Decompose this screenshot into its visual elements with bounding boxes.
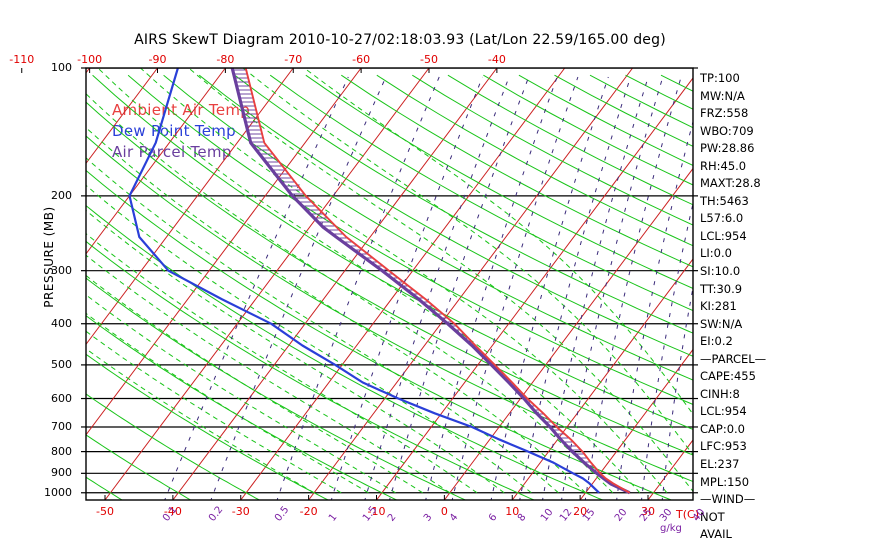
- isotherm-top-label--60: -60: [352, 53, 371, 66]
- temp-bottom-label-30: 30: [641, 505, 655, 518]
- legend-item-dewpoint: Dew Point Temp: [112, 122, 237, 140]
- isotherm-top-label--80: -80: [216, 53, 235, 66]
- isotherm-top-label--50: -50: [420, 53, 438, 66]
- pressure-tick-100: 100: [51, 61, 72, 74]
- temp-bottom-label-20: 20: [573, 505, 588, 518]
- pressure-tick-200: 200: [51, 188, 72, 202]
- pressure-tick-300: 300: [51, 263, 72, 277]
- index-row-19: LCL:954: [700, 404, 747, 419]
- index-row-23: MPL:150: [700, 474, 750, 489]
- index-row-16: —PARCEL—: [700, 351, 767, 366]
- index-row-21: LFC:953: [700, 439, 747, 454]
- index-row-1: MW:N/A: [700, 88, 745, 103]
- temp-bottom-label--10: -10: [367, 505, 386, 518]
- pressure-tick-500: 500: [51, 357, 72, 371]
- index-row-0: TP:100: [700, 71, 740, 85]
- index-row-26: AVAIL: [700, 527, 732, 542]
- index-row-5: RH:45.0: [700, 158, 747, 173]
- index-row-11: SI:10.0: [700, 264, 741, 279]
- data-curves-layer: [128, 68, 631, 495]
- axis-ticks: [21, 67, 698, 500]
- pressure-tick-900: 900: [51, 466, 72, 480]
- x-axis-label-temperature: T(C): [676, 508, 699, 521]
- index-row-4: PW:28.86: [700, 141, 755, 156]
- index-row-25: NOT: [700, 509, 725, 524]
- dewpoint-curve: [128, 68, 600, 494]
- page-title: AIRS SkewT Diagram 2010-10-27/02:18:03.9…: [134, 32, 666, 48]
- pressure-tick-400: 400: [51, 316, 72, 330]
- indices-panel: TP:100 MW:N/A FRZ:558 WBO:709 PW:28.86 RH:45.…: [700, 70, 766, 544]
- index-row-14: SW:N/A: [700, 316, 743, 331]
- temp-bottom-label--20: -20: [299, 505, 318, 518]
- temp-bottom-label--50: -50: [96, 505, 114, 518]
- index-row-9: LCL:954: [700, 228, 747, 243]
- pressure-tick-600: 600: [51, 391, 72, 405]
- index-row-22: EL:237: [700, 457, 740, 472]
- plot-frame: [85, 67, 694, 501]
- index-row-15: EI:0.2: [700, 334, 733, 349]
- index-row-3: WBO:709: [700, 123, 754, 138]
- isotherm-top-label--110: -110: [9, 53, 35, 66]
- isotherm-top-label--40: -40: [487, 53, 506, 66]
- temp-bottom-label--40: -40: [163, 505, 182, 518]
- index-row-17: CAPE:455: [700, 369, 756, 384]
- isotherm-top-label--90: -90: [148, 53, 167, 66]
- ambient-temp-curve: [244, 68, 631, 494]
- x-axis-label-mixing-ratio: g/kg: [660, 523, 682, 534]
- index-row-8: L57:6.0: [700, 211, 744, 226]
- temp-bottom-label-0: 0: [440, 505, 448, 518]
- pressure-tick-1000: 1000: [44, 485, 72, 499]
- legend-item-ambient: Ambient Air Temp: [112, 101, 251, 119]
- temp-bottom-label--30: -30: [231, 505, 250, 518]
- pressure-tick-700: 700: [51, 419, 72, 433]
- index-row-7: TH:5463: [700, 193, 749, 208]
- legend: Ambient Air Temp Dew Point Temp Air Parc…: [112, 100, 250, 163]
- index-row-20: CAP:0.0: [700, 421, 745, 436]
- index-row-10: LI:0.0: [700, 246, 732, 261]
- isotherm-top-label--100: -100: [77, 53, 103, 66]
- parcel-temp-curve: [230, 68, 631, 495]
- index-row-24: —WIND—: [700, 492, 756, 507]
- index-row-13: KI:281: [700, 299, 737, 314]
- index-row-12: TT:30.9: [700, 281, 743, 296]
- index-row-6: MAXT:28.8: [700, 176, 761, 191]
- grid-layer: [86, 68, 693, 500]
- isotherm-top-label--70: -70: [284, 53, 303, 66]
- temp-bottom-label-10: 10: [505, 505, 520, 518]
- index-row-18: CINH:8: [700, 386, 740, 401]
- index-row-2: FRZ:558: [700, 106, 749, 121]
- pressure-tick-800: 800: [51, 444, 72, 458]
- legend-item-parcel: Air Parcel Temp: [112, 143, 232, 161]
